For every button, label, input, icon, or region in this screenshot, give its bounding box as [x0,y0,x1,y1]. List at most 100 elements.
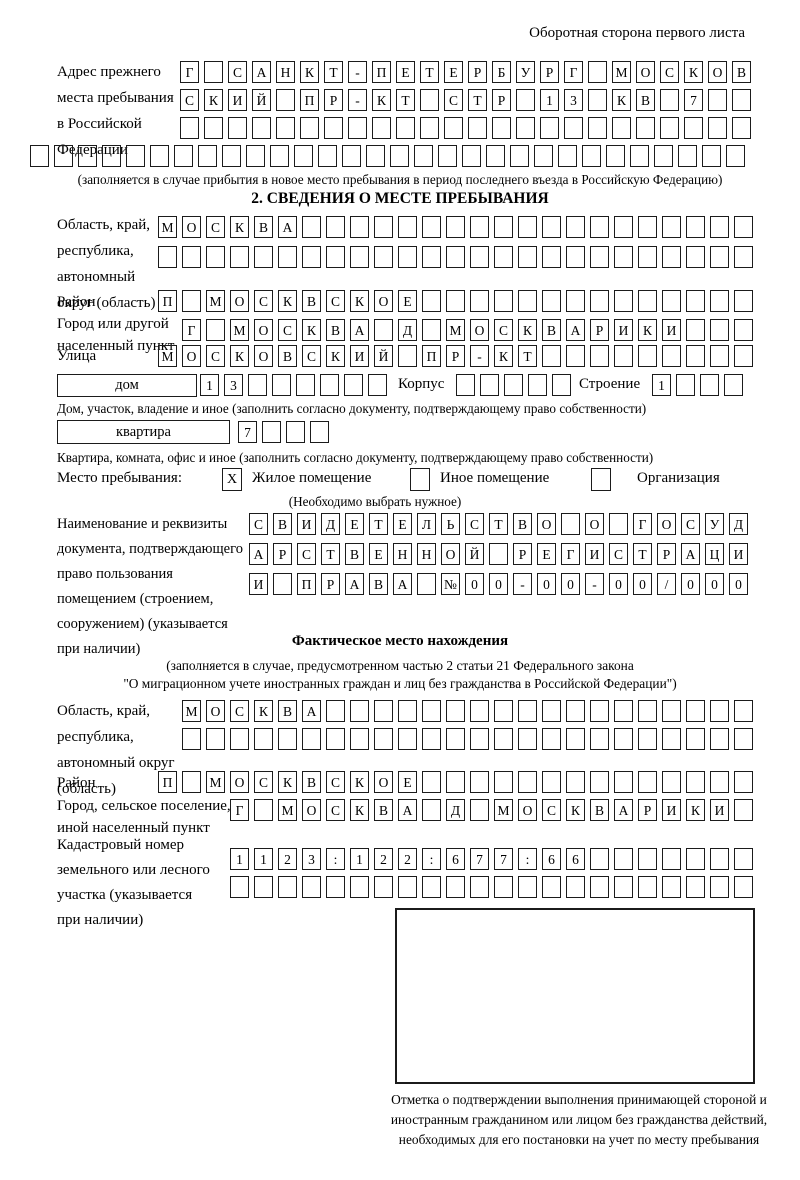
grid-cell: В [732,61,751,83]
grid-cell: К [278,290,297,312]
street-label: Улица [57,348,97,364]
grid-cell: Е [396,61,415,83]
grid-cell: В [278,345,297,367]
grid-cell: О [441,543,460,565]
grid-cell: А [278,216,297,238]
grid-cell [470,246,489,268]
grid-cell [470,700,489,722]
grid-cell: С [180,89,199,111]
grid-cell [734,216,753,238]
grid-cell: В [345,543,364,565]
grid-cell [558,145,577,167]
grid-cell [326,876,345,898]
grid-cell [662,728,681,750]
grid-cell [182,728,201,750]
grid-cell: О [374,290,393,312]
grid-cell [276,117,295,139]
grid-cell: Й [465,543,484,565]
grid-cell: 3 [302,848,321,870]
grid-cell: К [278,771,297,793]
grid-cell [686,290,705,312]
grid-cell [398,246,417,268]
grid-cell: 2 [398,848,417,870]
grid-cell [662,700,681,722]
grid-cell [446,290,465,312]
grid-cell [638,771,657,793]
grid-cell: О [657,513,676,535]
grid-cell [222,145,241,167]
grid-cell [582,145,601,167]
grid-cell [342,145,361,167]
grid-cell: С [494,319,513,341]
option-organization-label: Организация [637,470,720,486]
grid-cell: М [158,216,177,238]
grid-cell: 0 [465,573,484,595]
grid-cell [516,117,535,139]
grid-cell: В [374,799,393,821]
grid-cell [542,771,561,793]
grid-cell [710,700,729,722]
stamp-box [395,908,755,1084]
grid-cell [206,319,225,341]
grid-cell: 6 [566,848,585,870]
grid-cell [262,421,281,443]
grid-cell: 2 [278,848,297,870]
grid-cell [734,319,753,341]
grid-cell [446,216,465,238]
grid-cell [302,216,321,238]
grid-cell: В [273,513,292,535]
grid-cell [662,246,681,268]
grid-cell: 7 [494,848,513,870]
grid-cell: Н [276,61,295,83]
grid-cell [638,246,657,268]
grid-cell: - [513,573,532,595]
district-label: Район [57,294,96,310]
grid-cell [480,374,499,396]
grid-cell: : [422,848,441,870]
grid-cell [726,145,745,167]
grid-cell: С [249,513,268,535]
grid-cell [374,728,393,750]
grid-cell [710,319,729,341]
fact-region-row-2 [182,728,753,750]
grid-cell: Т [420,61,439,83]
grid-cell [420,117,439,139]
grid-cell: Т [468,89,487,111]
grid-cell [566,771,585,793]
prev-address-row-4 [30,145,745,167]
grid-cell: К [684,61,703,83]
grid-cell: Г [180,61,199,83]
grid-cell [302,728,321,750]
grid-cell [552,374,571,396]
grid-cell [294,145,313,167]
grid-cell [126,145,145,167]
grid-cell [417,573,436,595]
grid-cell [422,771,441,793]
grid-cell: 7 [470,848,489,870]
grid-cell: - [585,573,604,595]
grid-cell: Г [561,543,580,565]
grid-cell [588,61,607,83]
grid-cell [590,290,609,312]
grid-cell: П [372,61,391,83]
grid-cell [606,145,625,167]
grid-cell [198,145,217,167]
grid-cell: М [182,700,201,722]
grid-cell [446,700,465,722]
grid-cell [150,145,169,167]
grid-cell: С [326,799,345,821]
grid-cell [206,246,225,268]
grid-cell [446,246,465,268]
grid-cell [734,876,753,898]
grid-cell: О [470,319,489,341]
grid-cell [78,145,97,167]
grid-cell [180,117,199,139]
region-row-2 [158,246,753,268]
grid-cell [518,700,537,722]
grid-cell [504,374,523,396]
grid-cell [422,876,441,898]
